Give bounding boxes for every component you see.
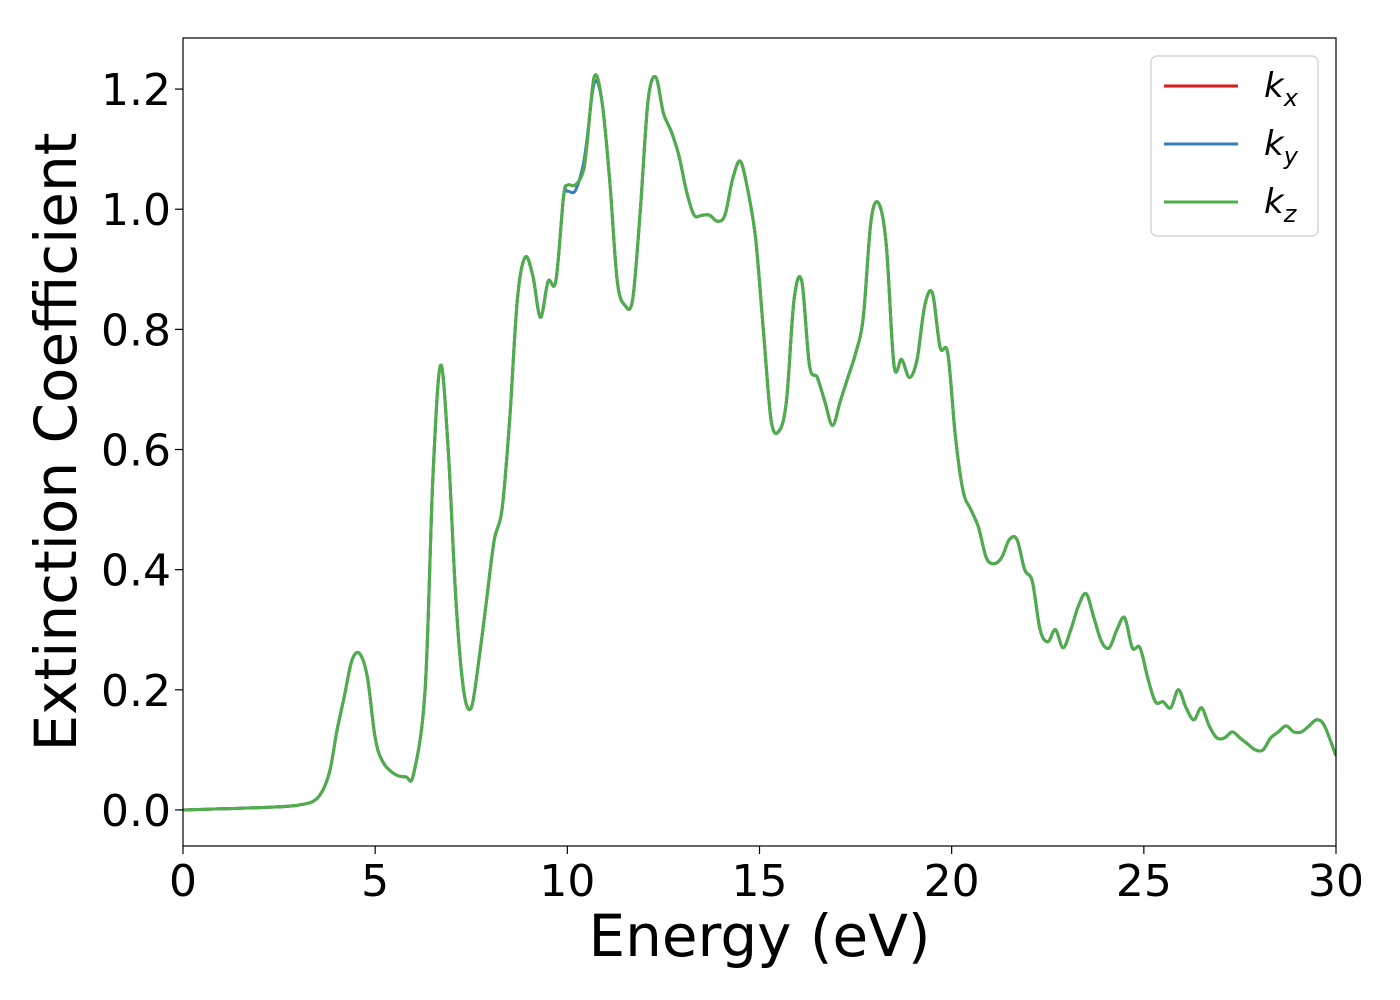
y-axis-title: Extinction Coefficient <box>22 133 90 752</box>
y-tick-label: 0.6 <box>101 426 171 477</box>
x-tick-label: 20 <box>924 856 980 907</box>
x-tick-label: 5 <box>361 856 389 907</box>
x-axis-ticks: 0 5 10 15 20 25 30 <box>169 846 1364 907</box>
series-layer <box>183 73 1336 812</box>
y-tick-label: 0.4 <box>101 546 171 597</box>
x-tick-label: 25 <box>1116 856 1172 907</box>
x-tick-label: 0 <box>169 856 197 907</box>
y-axis-ticks: 0.0 0.2 0.4 0.6 0.8 1.0 1.2 <box>101 65 183 837</box>
legend-label-main: k <box>1264 66 1285 106</box>
y-tick-label: 0.8 <box>101 305 171 356</box>
legend-label-sub: y <box>1283 142 1299 170</box>
series-line-k-z <box>183 73 1336 812</box>
x-axis-title: Energy (eV) <box>588 902 930 970</box>
legend-label-k-z: kz <box>1264 182 1298 228</box>
legend-label-main: k <box>1264 124 1285 164</box>
legend-label-main: k <box>1264 182 1285 222</box>
legend-box <box>1150 55 1319 237</box>
legend-label-sub: x <box>1283 84 1299 112</box>
y-tick-label: 1.2 <box>101 65 171 116</box>
y-tick-label: 0.2 <box>101 666 171 717</box>
legend-label-sub: z <box>1283 200 1298 228</box>
x-tick-label: 15 <box>732 856 788 907</box>
legend-label-k-y: ky <box>1264 124 1299 170</box>
y-tick-label: 0.0 <box>101 786 171 837</box>
x-tick-label: 30 <box>1308 856 1364 907</box>
legend-label-k-x: kx <box>1264 66 1299 112</box>
x-tick-label: 10 <box>539 856 595 907</box>
y-tick-label: 1.0 <box>101 185 171 236</box>
